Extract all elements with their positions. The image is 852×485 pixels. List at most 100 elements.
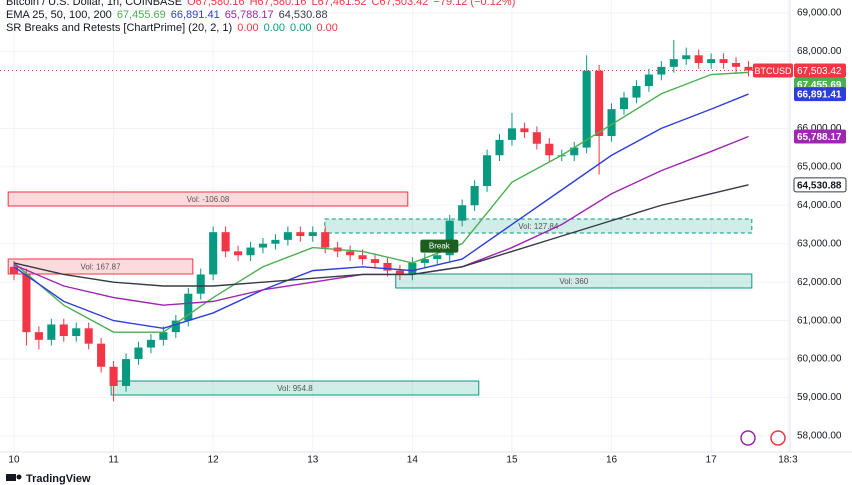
y-tick-label: 61,000.00 <box>797 315 842 326</box>
candle-body <box>283 232 292 240</box>
candle-body <box>109 366 118 386</box>
candle-body <box>694 55 703 63</box>
candle-body <box>383 262 392 271</box>
candle-body <box>246 247 255 256</box>
candle-body <box>159 332 168 340</box>
zone <box>7 258 194 275</box>
candle-body <box>669 59 678 67</box>
y-tick-label: 65,000.00 <box>797 161 842 172</box>
header-item: 64,530.88 <box>279 9 328 21</box>
zone-label: Vol: 127.84 <box>518 222 559 231</box>
candle-body <box>607 109 616 137</box>
y-tick-label: 60,000.00 <box>797 354 842 365</box>
x-tick-label: 17 <box>706 455 718 466</box>
header-item: 65,788.17 <box>225 9 274 21</box>
ema-line <box>13 71 749 333</box>
x-tick-label: 15 <box>506 455 518 466</box>
symbol-tag <box>753 63 793 78</box>
candle-body <box>707 59 716 63</box>
header-item: 67,455.69 <box>117 9 166 21</box>
x-tick-label: 14 <box>407 455 419 466</box>
candle-body <box>308 232 317 237</box>
last-price-tag-label: 67,503.42 <box>797 66 842 77</box>
candle-body <box>9 266 19 275</box>
candle-body <box>34 332 43 340</box>
candle-body <box>296 232 305 237</box>
y-tick-label: 64,000.00 <box>797 200 842 211</box>
icons <box>740 430 786 446</box>
ema-tag-label: 65,788.17 <box>797 132 842 143</box>
y-tick-label: 68,000.00 <box>797 46 842 57</box>
candle-body <box>184 293 193 321</box>
candle-body <box>744 66 753 71</box>
break-box <box>420 239 459 253</box>
header-item: H67,580.16 <box>250 0 307 8</box>
candle-body <box>532 132 541 144</box>
candle-body <box>520 128 529 133</box>
candle-body <box>582 70 591 148</box>
zone <box>324 218 753 234</box>
candle-body <box>408 262 417 275</box>
candle-body <box>234 251 243 256</box>
header-item: Bitcoin / U.S. Dollar, 1h, COINBASE <box>6 0 182 8</box>
candle-body <box>97 343 106 367</box>
x-tick-label: 12 <box>208 455 220 466</box>
candle-body <box>632 86 641 98</box>
zone <box>7 191 409 207</box>
candle-body <box>433 255 442 260</box>
candle-body <box>619 97 629 110</box>
header-item: 0.00 <box>316 22 337 34</box>
y-tick-label: 63,000.00 <box>797 238 842 249</box>
candle-body <box>495 139 504 156</box>
y-tick-label: 66,000.00 <box>797 123 842 134</box>
x-tick-label: 16 <box>606 455 618 466</box>
ema-tag <box>793 177 847 193</box>
y-tick-label: 69,000.00 <box>797 8 842 19</box>
zone-label: Vol: 360 <box>559 277 588 286</box>
plot-area: Vol: -106.08 Vol: 167.87 Vol: 127.84 Vol: 3… <box>0 0 790 452</box>
x-tick-label: 10 <box>8 455 20 466</box>
y-tick-label: 58,000.00 <box>797 431 842 442</box>
ema-tag-label: 64,530.88 <box>797 180 842 191</box>
candle-body <box>321 232 330 248</box>
ema-line <box>13 93 749 330</box>
header-line: Bitcoin / U.S. Dollar, 1h, COINBASE O67,5… <box>6 0 515 8</box>
candle-body <box>171 320 180 333</box>
header-item: 0.00 <box>237 22 258 34</box>
header-item: 0.00 <box>290 22 311 34</box>
candle-body <box>395 270 404 275</box>
header-item: SR Breaks and Retests [ChartPrime] (20, … <box>6 22 232 34</box>
ema-tag-label: 67,455.69 <box>797 80 842 91</box>
brand: TradingView <box>26 473 91 485</box>
header-item: 66,891.41 <box>171 9 220 21</box>
x-tick-label: 18:3 <box>778 455 798 466</box>
header-item: EMA 25, 50, 100, 200 <box>6 9 112 21</box>
header-item: 0.00 <box>264 22 285 34</box>
candle-body <box>271 239 280 244</box>
candle-body <box>22 274 31 333</box>
candle-body <box>47 324 56 340</box>
ema-line <box>13 184 749 287</box>
candle-body <box>209 232 218 275</box>
header-item: L67,461.52 <box>311 0 366 8</box>
candle-body <box>146 339 155 348</box>
candle-body <box>545 143 554 156</box>
candle-body <box>570 147 579 156</box>
x-tick-label: 11 <box>108 455 119 466</box>
symbol-tag-label: BTCUSD <box>754 66 792 76</box>
candle-body <box>458 205 467 221</box>
candle-body <box>470 186 479 206</box>
candle-body <box>59 324 68 336</box>
zone <box>110 380 480 396</box>
candle-body <box>358 255 367 260</box>
candle-body <box>258 243 268 248</box>
candle-body <box>134 347 143 360</box>
header-item: C67,503.42 <box>372 0 429 8</box>
header-item: −79.12 (−0.12%) <box>433 0 515 8</box>
ema-tag <box>794 87 846 102</box>
candle-body <box>84 328 93 344</box>
y-tick-label: 59,000.00 <box>797 392 842 403</box>
candle-body <box>595 70 604 137</box>
candle-body <box>420 259 429 263</box>
